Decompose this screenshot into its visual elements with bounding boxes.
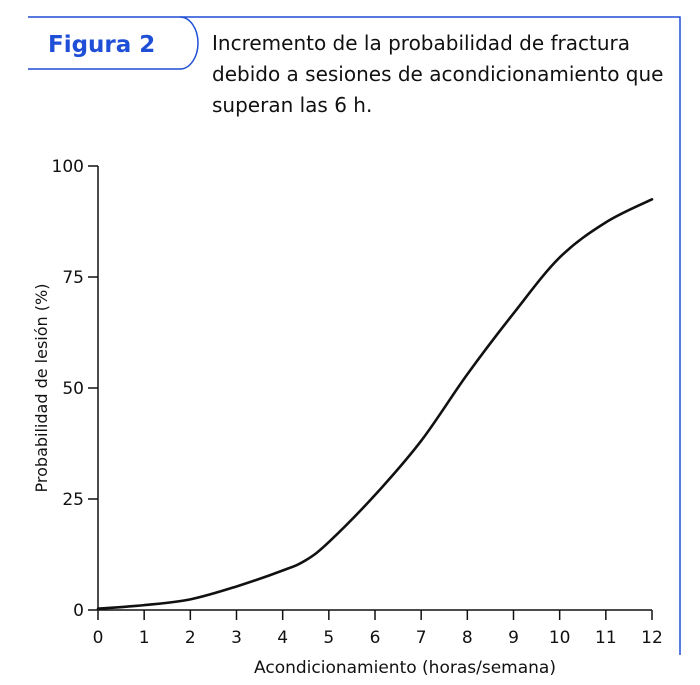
x-axis: 0 1 2 3 4 5 6 7 8 9 10 11 12 (93, 609, 663, 648)
y-axis: 0 25 50 75 100 (52, 157, 99, 621)
x-axis-title: Acondicionamiento (horas/semana) (254, 658, 556, 678)
series-layer (96, 198, 654, 610)
x-tick-label: 1 (139, 628, 150, 648)
figure-label: Figura 2 (48, 32, 156, 58)
y-tick-label: 75 (62, 268, 84, 288)
y-tick-label: 0 (73, 601, 84, 621)
x-tick-label: 3 (231, 628, 242, 648)
frame-border (180, 16, 681, 655)
x-tick-label: 0 (93, 628, 104, 648)
x-tick-label: 5 (323, 628, 334, 648)
x-tick-label: 6 (370, 628, 381, 648)
figure-caption: Incremento de la probabilidad de fractur… (212, 31, 664, 117)
y-axis-title: Probabilidad de lesión (%) (32, 284, 51, 493)
y-tick-label: 50 (62, 379, 84, 399)
x-tick-label: 12 (641, 628, 663, 648)
series-line-0 (96, 198, 654, 610)
figure-label-outline (28, 16, 199, 70)
x-tick-label: 7 (416, 628, 427, 648)
x-tick-label: 8 (462, 628, 473, 648)
y-tick-label: 100 (52, 157, 84, 177)
x-tick-label: 2 (185, 628, 196, 648)
y-tick-label: 25 (62, 490, 84, 510)
x-tick-label: 11 (595, 628, 617, 648)
x-tick-label: 9 (508, 628, 519, 648)
x-tick-label: 4 (277, 628, 288, 648)
x-tick-label: 10 (549, 628, 571, 648)
